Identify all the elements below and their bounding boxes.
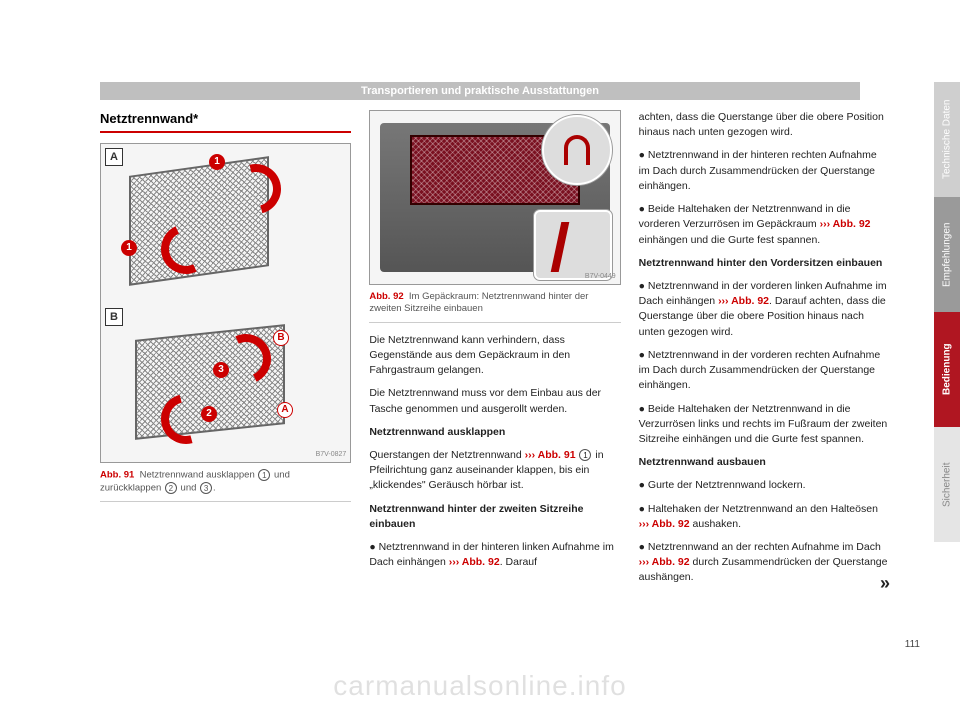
figure-ref-91: B7V-0827 bbox=[316, 450, 347, 460]
subheading-netztrennwand: Netztrennwand* bbox=[100, 110, 351, 129]
text-span: einhängen und die Gurte fest spannen. bbox=[639, 234, 821, 246]
tab-technische-daten[interactable]: Technische Daten bbox=[934, 82, 960, 197]
xref-abb92: ››› Abb. 92 bbox=[639, 556, 690, 568]
xref-abb92: ››› Abb. 92 bbox=[449, 556, 500, 568]
marker-1: 1 bbox=[121, 240, 137, 256]
column-1: Netztrennwand* A 1 1 B 3 2 B A B7V-0827 bbox=[100, 110, 351, 597]
marker-b: B bbox=[273, 330, 289, 346]
inline-heading: Netztrennwand hinter den Vordersitzen ei… bbox=[639, 256, 890, 271]
inline-heading: Netztrennwand ausklappen bbox=[369, 425, 620, 440]
figure-91: A 1 1 B 3 2 B A B7V-0827 bbox=[100, 143, 351, 463]
list-item: Netztrennwand in der vorderen rechten Au… bbox=[639, 348, 890, 394]
inline-heading: Netztrennwand ausbauen bbox=[639, 455, 890, 470]
caption-text: . bbox=[213, 482, 216, 493]
xref-abb92: ››› Abb. 92 bbox=[820, 218, 871, 230]
list-item: Netztrennwand an der rechten Aufnahme im… bbox=[639, 540, 890, 586]
list-item: Gurte der Netztrennwand lockern. bbox=[639, 478, 890, 493]
figure-ref-92: B7V-0449 bbox=[585, 272, 616, 282]
text-span: Netztrennwand an der rechten Aufnahme im… bbox=[648, 541, 881, 553]
text-span: . Darauf bbox=[500, 556, 537, 568]
list-item: Beide Haltehaken der Netztrennwand in di… bbox=[639, 202, 890, 248]
content-columns: Netztrennwand* A 1 1 B 3 2 B A B7V-0827 bbox=[100, 110, 890, 597]
tab-sicherheit[interactable]: Sicherheit bbox=[934, 427, 960, 542]
hook-icon bbox=[564, 135, 590, 165]
caption-92: Abb. 92 Im Gepäckraum: Netztrennwand hin… bbox=[369, 291, 620, 323]
tab-empfehlungen[interactable]: Empfehlungen bbox=[934, 197, 960, 312]
circ-1: 1 bbox=[579, 449, 591, 461]
marker-3: 3 bbox=[213, 362, 229, 378]
marker-2: 2 bbox=[201, 406, 217, 422]
body-text: achten, dass die Querstange über die obe… bbox=[639, 110, 890, 140]
list-item: Beide Haltehaken der Netztrennwand in di… bbox=[639, 402, 890, 448]
list-item: Netztrennwand in der vorderen linken Auf… bbox=[639, 279, 890, 340]
watermark: carmanualsonline.info bbox=[0, 670, 960, 702]
text-span: Querstangen der Netztrennwand bbox=[369, 449, 524, 461]
tab-bedienung[interactable]: Bedienung bbox=[934, 312, 960, 427]
strap-icon bbox=[550, 222, 569, 272]
side-tabs: Technische Daten Empfehlungen Bedienung … bbox=[934, 82, 960, 542]
xref-abb91: ››› Abb. 91 bbox=[525, 449, 576, 461]
figure-92: B7V-0449 bbox=[369, 110, 620, 285]
column-2: B7V-0449 Abb. 92 Im Gepäckraum: Netztren… bbox=[369, 110, 620, 597]
column-3: achten, dass die Querstange über die obe… bbox=[639, 110, 890, 597]
xref-abb92: ››› Abb. 92 bbox=[718, 295, 769, 307]
abb-92-label: Abb. 92 bbox=[369, 291, 403, 302]
xref-abb92: ››› Abb. 92 bbox=[639, 518, 690, 530]
manual-page: Transportieren und praktische Ausstattun… bbox=[0, 0, 960, 708]
marker-a: A bbox=[277, 402, 293, 418]
circ-3: 3 bbox=[200, 482, 212, 494]
caption-text: und bbox=[178, 482, 199, 493]
circ-2: 2 bbox=[165, 482, 177, 494]
panel-label-a: A bbox=[105, 148, 123, 166]
caption-91: Abb. 91 Netztrennwand ausklappen 1 und z… bbox=[100, 469, 351, 502]
text-span: Haltehaken der Netztrennwand an den Halt… bbox=[648, 503, 878, 515]
body-text: Die Netztrennwand muss vor dem Einbau au… bbox=[369, 386, 620, 416]
inline-heading: Netztrennwand hinter der zweiten Sitzrei… bbox=[369, 502, 620, 532]
continuation-mark: » bbox=[880, 570, 890, 596]
panel-label-b: B bbox=[105, 308, 123, 326]
inset-strap bbox=[534, 210, 612, 280]
list-item: Haltehaken der Netztrennwand an den Halt… bbox=[639, 502, 890, 532]
body-text: Die Netztrennwand kann verhindern, dass … bbox=[369, 333, 620, 379]
text-span: aushaken. bbox=[690, 518, 741, 530]
list-item: Netztrennwand in der hinteren linken Auf… bbox=[369, 540, 620, 570]
body-text: Querstangen der Netztrennwand ››› Abb. 9… bbox=[369, 448, 620, 494]
caption-text: Netztrennwand ausklappen bbox=[140, 469, 258, 480]
marker-1: 1 bbox=[209, 154, 225, 170]
circ-1: 1 bbox=[258, 469, 270, 481]
abb-91-label: Abb. 91 bbox=[100, 469, 134, 480]
red-underline bbox=[100, 131, 351, 133]
inset-hook bbox=[542, 115, 612, 185]
section-header: Transportieren und praktische Ausstattun… bbox=[100, 82, 860, 100]
page-number: 111 bbox=[905, 639, 920, 650]
list-item: Netztrennwand in der hinteren rechten Au… bbox=[639, 148, 890, 194]
